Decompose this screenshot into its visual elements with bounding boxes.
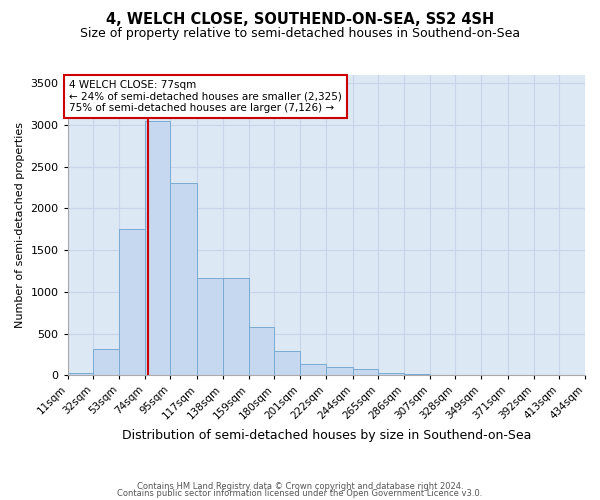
Bar — [274, 350, 300, 376]
Text: Contains HM Land Registry data © Crown copyright and database right 2024.: Contains HM Land Registry data © Crown c… — [137, 482, 463, 491]
Bar — [300, 364, 326, 376]
Bar — [170, 184, 197, 376]
Bar — [353, 369, 379, 376]
Bar — [430, 374, 455, 376]
Text: Size of property relative to semi-detached houses in Southend-on-Sea: Size of property relative to semi-detach… — [80, 28, 520, 40]
Bar — [94, 350, 119, 376]
Bar — [197, 278, 223, 376]
X-axis label: Distribution of semi-detached houses by size in Southend-on-Sea: Distribution of semi-detached houses by … — [122, 430, 531, 442]
Bar — [145, 121, 170, 376]
Bar — [404, 374, 430, 376]
Bar — [68, 373, 94, 376]
Bar — [379, 373, 404, 376]
Bar — [119, 230, 145, 376]
Bar — [248, 327, 274, 376]
Text: 4, WELCH CLOSE, SOUTHEND-ON-SEA, SS2 4SH: 4, WELCH CLOSE, SOUTHEND-ON-SEA, SS2 4SH — [106, 12, 494, 28]
Text: Contains public sector information licensed under the Open Government Licence v3: Contains public sector information licen… — [118, 490, 482, 498]
Bar — [326, 368, 353, 376]
Text: 4 WELCH CLOSE: 77sqm
← 24% of semi-detached houses are smaller (2,325)
75% of se: 4 WELCH CLOSE: 77sqm ← 24% of semi-detac… — [69, 80, 342, 113]
Y-axis label: Number of semi-detached properties: Number of semi-detached properties — [15, 122, 25, 328]
Bar — [223, 278, 248, 376]
